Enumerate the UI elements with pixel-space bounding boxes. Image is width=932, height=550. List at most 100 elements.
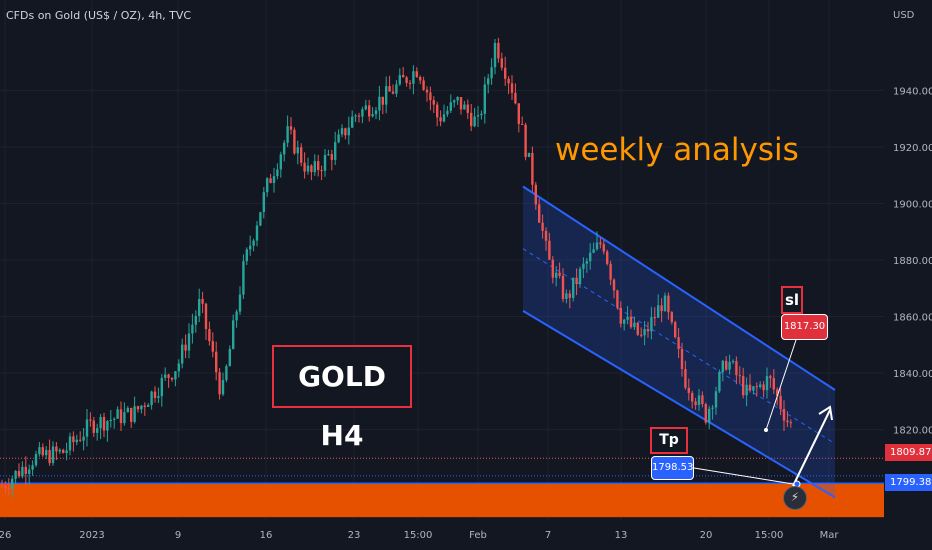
- y-tick-label: 1940.00: [893, 86, 932, 97]
- candle-body: [262, 192, 265, 213]
- candle-body: [466, 104, 469, 113]
- candle-body: [75, 439, 78, 443]
- candle-body: [374, 110, 378, 115]
- candle-body: [252, 240, 255, 246]
- candle-body: [136, 406, 140, 410]
- currency-label: USD: [893, 10, 915, 21]
- candle-body: [422, 80, 425, 90]
- candle-body: [361, 109, 364, 117]
- candle-body: [436, 104, 439, 118]
- candle-body: [245, 249, 248, 262]
- candle-body: [34, 454, 38, 466]
- candle-body: [21, 466, 24, 477]
- candle-body: [391, 91, 395, 94]
- candle-body: [303, 162, 306, 172]
- weekly-analysis-label[interactable]: weekly analysis: [555, 132, 799, 168]
- candle-body: [211, 341, 214, 352]
- x-tick-label: 9: [175, 530, 181, 541]
- tp-label[interactable]: Tp 1: [650, 427, 688, 471]
- candle-body: [534, 184, 537, 205]
- candle-body: [147, 405, 150, 407]
- candle-body: [126, 407, 129, 413]
- candle-body: [463, 104, 466, 110]
- candle-body: [752, 386, 755, 391]
- candle-body: [640, 334, 643, 336]
- candle-body: [725, 360, 728, 370]
- candle-body: [527, 152, 531, 157]
- candle-body: [300, 147, 303, 163]
- x-tick-label: Mar: [820, 530, 840, 541]
- candle-body: [296, 147, 299, 154]
- candle-body: [0, 486, 4, 488]
- candle-body: [24, 466, 27, 474]
- candle-body: [595, 242, 599, 250]
- candle-body: [684, 369, 687, 388]
- candle-body: [663, 295, 667, 312]
- candle-body: [480, 113, 483, 116]
- candle-body: [62, 449, 65, 453]
- candle-body: [201, 298, 204, 304]
- candle-body: [500, 58, 503, 68]
- candle-body: [456, 96, 459, 101]
- channel-lower-line: [522, 310, 836, 499]
- candle-body: [735, 361, 738, 376]
- lightning-alert-icon[interactable]: ⚡: [783, 486, 807, 510]
- candle-body: [177, 363, 180, 372]
- candle-body: [731, 361, 735, 363]
- candle-body: [228, 349, 231, 367]
- candle-body: [759, 384, 762, 387]
- candle-body: [153, 391, 157, 398]
- projection-arrow-line: [792, 409, 831, 487]
- candle-body: [255, 225, 259, 241]
- candle-body: [589, 252, 592, 262]
- candle-body: [133, 406, 136, 422]
- candle-body: [170, 377, 174, 380]
- candle-body: [585, 261, 588, 264]
- candle-body: [415, 71, 418, 78]
- candle-body: [357, 115, 361, 117]
- candle-body: [221, 380, 225, 395]
- sl-pointer-dot: [764, 428, 768, 432]
- tp-price-callout[interactable]: 1798.53: [651, 456, 694, 480]
- candle-body: [708, 408, 711, 423]
- candle-body: [514, 92, 517, 104]
- candle-body: [106, 421, 109, 431]
- candle-body: [697, 395, 701, 405]
- candle-body: [317, 161, 320, 171]
- candle-body: [541, 222, 544, 231]
- candle-body: [232, 320, 235, 350]
- candle-body: [58, 449, 61, 452]
- candle-body: [235, 311, 238, 321]
- candle-body: [286, 126, 289, 143]
- x-tick-label: 13: [615, 530, 628, 541]
- candle-body: [510, 83, 514, 93]
- candle-body: [130, 407, 133, 422]
- candle-body: [592, 249, 595, 253]
- candle-body: [538, 204, 541, 223]
- candle-body: [174, 371, 177, 380]
- sl-label[interactable]: sl: [781, 286, 803, 314]
- sl-price-callout[interactable]: 1817.30: [781, 314, 828, 340]
- candle-body: [143, 405, 146, 407]
- candle-body: [524, 124, 527, 157]
- candle-body: [439, 117, 442, 122]
- candle-body: [544, 230, 548, 241]
- candle-body: [765, 376, 769, 391]
- candle-body: [4, 486, 7, 489]
- candle-body: [769, 376, 772, 379]
- channel-upper-line: [522, 185, 836, 391]
- y-tick-label: 1840.00: [893, 369, 932, 380]
- candle-body: [181, 344, 184, 364]
- candle-body: [425, 89, 429, 93]
- candle-body: [215, 351, 218, 373]
- candle-body: [714, 391, 718, 408]
- x-tick-label: 26: [0, 530, 11, 541]
- candle-body: [677, 337, 680, 349]
- candle-body: [402, 75, 405, 78]
- gold-h4-label[interactable]: GOLD H4: [272, 345, 412, 452]
- candle-body: [99, 416, 102, 429]
- candle-body: [507, 78, 510, 84]
- candle-body: [48, 450, 51, 464]
